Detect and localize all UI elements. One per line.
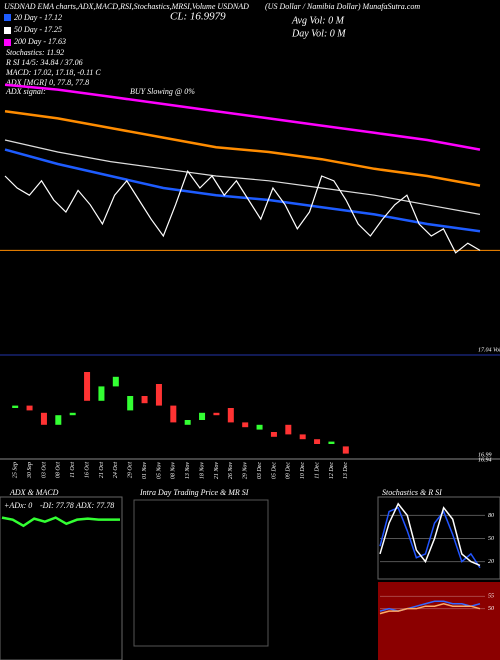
price-label: 17.04 Volume bbox=[478, 346, 500, 353]
avg-vol: Avg Vol: 0 M bbox=[291, 15, 345, 26]
date-label: 03 Dec bbox=[257, 462, 263, 479]
series-line bbox=[1, 516, 120, 528]
readout: ADX: 77.78 bbox=[75, 501, 114, 510]
candle bbox=[270, 432, 277, 437]
legend-swatch bbox=[4, 14, 11, 21]
candle bbox=[328, 441, 335, 444]
date-label: 11 Oct bbox=[70, 462, 76, 478]
date-label: 29 Nov bbox=[243, 462, 249, 480]
candle bbox=[213, 412, 220, 416]
candle bbox=[127, 396, 134, 411]
y-tick-label: 55 bbox=[488, 594, 494, 600]
candle bbox=[69, 412, 76, 416]
y-tick-label: 50 bbox=[488, 606, 494, 612]
y-tick-label: 50 bbox=[488, 536, 494, 542]
stat: ADX signal: bbox=[5, 87, 46, 96]
candle bbox=[98, 386, 105, 401]
candle bbox=[112, 376, 119, 387]
day-vol: Day Vol: 0 M bbox=[291, 28, 346, 39]
candle bbox=[12, 405, 19, 408]
source: (US Dollar / Namibia Dollar) MunafaSutra… bbox=[265, 2, 420, 11]
date-label: 05 Dec bbox=[271, 462, 277, 479]
stat: ADX [MGR] 0, 77.8, 77.8 bbox=[5, 78, 89, 87]
candle bbox=[242, 422, 249, 428]
date-label: 05 Nov bbox=[156, 462, 162, 480]
candle bbox=[199, 412, 206, 420]
readout: +ADx: 0 bbox=[4, 501, 32, 510]
panel-title: ADX & MACD bbox=[9, 488, 59, 497]
series-line bbox=[4, 109, 481, 187]
date-label: 09 Dec bbox=[286, 462, 292, 479]
price-label: 16.94 bbox=[478, 456, 492, 463]
price-label: 16.99 bbox=[478, 452, 492, 458]
series-line bbox=[379, 602, 481, 615]
candle bbox=[342, 446, 349, 454]
y-tick-label: 80 bbox=[488, 513, 494, 519]
date-label: 21 Nov bbox=[214, 462, 220, 480]
legend-entry: 200 Day - 17.63 bbox=[14, 37, 66, 46]
date-label: 08 Oct bbox=[56, 462, 62, 478]
date-label: 01 Nov bbox=[142, 462, 148, 480]
candle bbox=[155, 384, 162, 406]
date-label: 26 Nov bbox=[228, 462, 234, 480]
candle bbox=[170, 405, 177, 423]
readout: -DI: 77.78 bbox=[40, 501, 74, 510]
close: CL: 16.9979 bbox=[170, 11, 226, 23]
date-label: 08 Nov bbox=[171, 462, 177, 480]
candle bbox=[184, 420, 191, 425]
panel-title: Stochastics & R SI bbox=[382, 488, 442, 497]
legend-entry: 20 Day - 17.12 bbox=[14, 13, 62, 22]
candle bbox=[55, 415, 62, 425]
series-line bbox=[379, 502, 481, 567]
y-tick-label: 20 bbox=[488, 559, 494, 565]
stat: BUY Slowing @ 0% bbox=[130, 87, 195, 96]
candle bbox=[26, 405, 33, 411]
candle bbox=[285, 424, 292, 435]
rsi-panel bbox=[378, 582, 500, 660]
date-label: 13 Dec bbox=[343, 462, 349, 479]
candle bbox=[84, 372, 91, 401]
stat: Stochastics: 11.92 bbox=[6, 48, 64, 57]
stat: R SI 14/5: 34.84 / 37.06 bbox=[5, 58, 83, 67]
date-label: 12 Dec bbox=[329, 462, 335, 479]
candle bbox=[40, 412, 47, 425]
series-line bbox=[4, 148, 481, 233]
candle bbox=[141, 396, 148, 404]
stat: MACD: 17.02, 17.18, -0.11 C bbox=[5, 68, 101, 77]
series-line bbox=[4, 169, 481, 254]
date-label: 21 Oct bbox=[99, 462, 105, 478]
candle bbox=[256, 424, 263, 430]
legend-entry: 50 Day - 17.25 bbox=[14, 25, 62, 34]
candle bbox=[299, 434, 306, 440]
date-label: 29 Oct bbox=[128, 462, 134, 478]
panel-title: Intra Day Trading Price & MR SI bbox=[139, 488, 249, 497]
date-label: 16 Oct bbox=[84, 462, 90, 478]
legend-swatch bbox=[4, 39, 11, 46]
date-label: 18 Nov bbox=[199, 462, 205, 480]
candle bbox=[314, 439, 321, 444]
date-label: 11 Dec bbox=[314, 462, 320, 479]
date-label: 30 Sep bbox=[27, 462, 33, 479]
title: USDNAD EMA charts,ADX,MACD,RSI,Stochasti… bbox=[4, 2, 249, 11]
date-label: 10 Dec bbox=[300, 462, 306, 479]
date-label: 03 Oct bbox=[41, 462, 47, 478]
date-label: 25 Sep bbox=[13, 462, 19, 478]
legend-swatch bbox=[4, 27, 11, 34]
series-line bbox=[4, 83, 481, 151]
date-label: 24 Oct bbox=[112, 462, 119, 478]
date-label: 13 Nov bbox=[185, 462, 191, 480]
candle bbox=[227, 408, 234, 423]
intraday-panel bbox=[133, 499, 269, 647]
